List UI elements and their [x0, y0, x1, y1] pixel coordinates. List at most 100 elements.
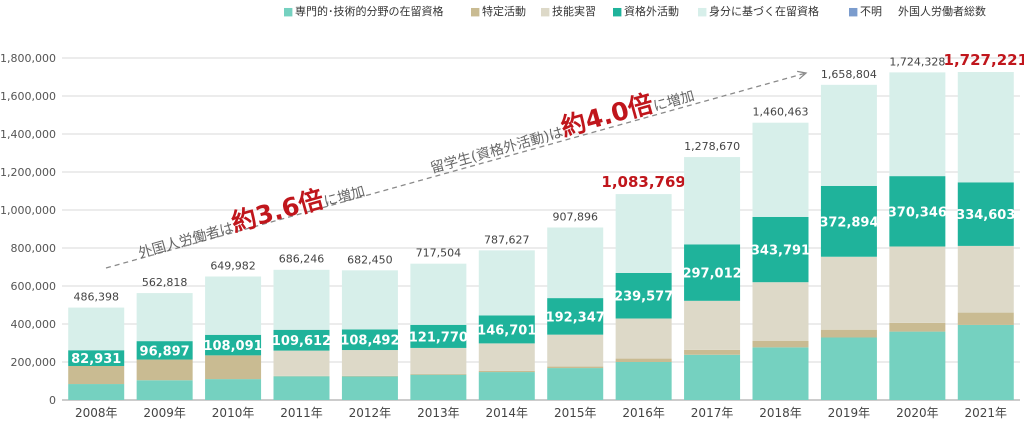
total-label: 717,504 [416, 247, 462, 260]
total-label: 649,982 [210, 260, 256, 273]
y-tick-label: 1,200,000 [0, 166, 56, 179]
bar-segment [410, 373, 467, 375]
segment-label: 343,791 [751, 244, 810, 259]
bar-segment [205, 379, 262, 400]
annotation-prefix: 外国人労働者は [137, 220, 236, 262]
legend-marker-icon: ■ [283, 5, 293, 18]
legend-label: 専門的･技術的分野の在留資格 [295, 4, 444, 18]
total-label: 1,460,463 [753, 106, 809, 119]
total-label: 1,727,221 [944, 51, 1024, 69]
total-label: 1,083,769 [601, 173, 685, 191]
bar-segment [615, 362, 672, 400]
bar-segment [478, 250, 535, 316]
annotation-suffix: に増加 [322, 184, 367, 211]
x-tick-label: 2012年 [349, 406, 392, 420]
legend-label: 資格外活動 [624, 4, 679, 18]
bar-segment [889, 246, 946, 323]
bar-segment [820, 185, 877, 257]
bar-segment [889, 72, 946, 177]
bar-segment [820, 329, 877, 338]
annotation-suffix: に増加 [652, 88, 697, 115]
trend-arrow-head [797, 70, 808, 80]
bar-segment [136, 293, 193, 342]
y-tick-label: 1,400,000 [0, 128, 56, 141]
bar-segment [547, 298, 604, 335]
bar-segment [68, 307, 125, 351]
legend-marker-icon: ■ [470, 5, 480, 18]
segment-label: 370,346 [888, 205, 947, 220]
legend-label: 特定活動 [482, 4, 526, 18]
x-tick-label: 2009年 [143, 406, 186, 420]
bar-segment [889, 322, 946, 332]
bar-segment [273, 329, 330, 351]
x-tick-label: 2015年 [554, 406, 597, 420]
bar-segment [547, 227, 604, 299]
y-axis: 0 200,000 400,000 600,000 800,000 1,000,000 1,… [0, 52, 56, 407]
total-label: 562,818 [142, 276, 188, 289]
bar-segment [752, 282, 809, 341]
bar-segment [478, 343, 535, 371]
segment-label: 297,012 [682, 267, 741, 282]
x-tick-label: 2008年 [75, 406, 118, 420]
bar-segment [684, 157, 741, 245]
x-tick-label: 2018年 [759, 406, 802, 420]
segment-label: 82,931 [71, 352, 121, 367]
bar-segment [752, 122, 809, 217]
bar-segment [547, 334, 604, 367]
total-label: 682,450 [347, 253, 393, 266]
y-tick-label: 400,000 [11, 318, 57, 331]
segment-label: 239,577 [614, 290, 673, 305]
segment-label: 109,612 [272, 334, 331, 349]
bar-segment [752, 216, 809, 283]
bar-segment [547, 368, 604, 400]
bar-segment [341, 350, 398, 376]
x-tick-label: 2019年 [828, 406, 871, 420]
bar-segment [341, 329, 398, 351]
bar-segment [547, 366, 604, 369]
bar-segment [136, 359, 193, 381]
y-tick-label: 1,600,000 [0, 90, 56, 103]
segment-label: 96,897 [140, 344, 190, 359]
segment-label: 192,347 [546, 310, 605, 325]
y-tick-label: 600,000 [11, 280, 57, 293]
bar-segment [341, 375, 398, 377]
bar-segment [478, 315, 535, 344]
bar-segment [136, 380, 193, 400]
bar-segment [273, 269, 330, 330]
trend-arrow [105, 72, 807, 269]
legend: ■ 専門的･技術的分野の在留資格 ■ 特定活動 ■ 技能実習 ■ 資格外活動 ■ 身分に基づく在留… [283, 4, 986, 18]
bar-segment [684, 244, 741, 301]
segment-label: 108,492 [340, 334, 399, 349]
y-tick-label: 1,800,000 [0, 52, 56, 65]
bar-segment [205, 276, 262, 335]
bar-segment [341, 270, 398, 330]
bar-segment [273, 376, 330, 400]
segment-label: 108,091 [203, 339, 262, 354]
x-tick-label: 2016年 [622, 406, 665, 420]
bar-segment [273, 350, 330, 376]
total-label: 486,398 [73, 291, 119, 304]
annotation-a1: 外国人労働者は約3.6倍に増加 [134, 173, 367, 264]
legend-label: 不明 [860, 5, 882, 18]
bar-segment [957, 182, 1014, 246]
bar-segment [820, 337, 877, 400]
total-label: 686,246 [279, 253, 325, 266]
y-tick-label: 800,000 [11, 242, 57, 255]
segment-label: 146,701 [477, 323, 536, 338]
bar-segment [889, 176, 946, 247]
segment-label: 372,894 [819, 215, 878, 230]
x-axis: 2008年 2009年 2010年 2011年 2012年 2013年 2014年 2015年… [75, 406, 1007, 420]
annotation-a2: 留学生(資格外活動)は約4.0倍に増加 [426, 78, 697, 179]
bar-segment [957, 312, 1014, 325]
bar-segment [684, 300, 741, 350]
bar-segment [615, 318, 672, 359]
legend-marker-icon: ■ [612, 5, 622, 18]
bar-segment [410, 374, 467, 400]
bar-segment [889, 331, 946, 400]
bar-segment [820, 84, 877, 186]
bar-segment [136, 341, 193, 360]
bar-segment [684, 354, 741, 400]
bar-segment [478, 370, 535, 373]
